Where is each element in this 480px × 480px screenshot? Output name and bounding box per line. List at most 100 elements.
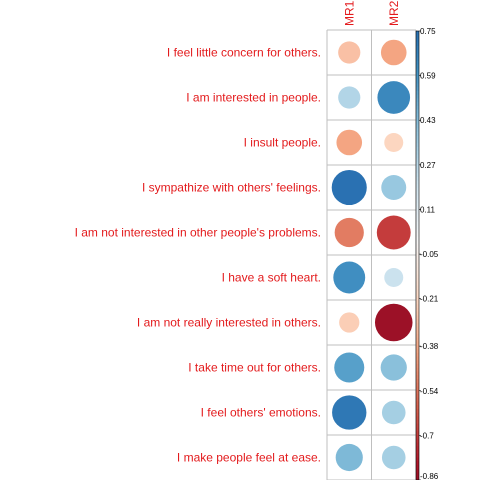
corr-circle-r7-c1 (339, 312, 360, 333)
colorbar-segment (416, 38, 419, 43)
colorbar-segment (416, 218, 419, 223)
colorbar-segment (416, 476, 419, 480)
colorbar-segment (416, 450, 419, 455)
colorbar-segment (416, 423, 419, 429)
colorbar-segment (416, 251, 419, 257)
colorbar-segment (416, 367, 419, 373)
colorbar-segment (416, 214, 419, 219)
colorbar-segment (416, 75, 419, 81)
colorbar-segment (416, 390, 419, 395)
colorbar-segment (416, 386, 419, 391)
column-label-mr1: MR1 (342, 0, 356, 26)
colorbar-segment (416, 266, 419, 272)
corr-circle-r10-c2 (381, 445, 406, 470)
colorbar-segment (416, 120, 419, 126)
row-label-2: I am interested in people. (186, 91, 321, 105)
row-label-6: I have a soft heart. (222, 271, 321, 285)
colorbar-segment (416, 296, 419, 301)
colorbar-segment (416, 420, 419, 425)
colorbar-segment (416, 72, 419, 77)
colorbar-segment (416, 210, 419, 215)
colorbar-segment (416, 79, 419, 84)
colorbar-segment (416, 195, 419, 200)
colorbar-segment (416, 311, 419, 316)
colorbar-tick-label: 0.43 (420, 116, 436, 125)
colorbar-segment (416, 371, 419, 376)
colorbar-tick-label: 0.11 (420, 205, 436, 214)
colorbar-tick-label: 0.59 (420, 72, 436, 81)
colorbar-segment (416, 60, 419, 66)
colorbar-tick-label: -0.86 (420, 472, 439, 480)
colorbar-segment (416, 244, 419, 249)
colorbar-segment (416, 83, 419, 88)
colorbar-frame (415, 30, 420, 480)
colorbar-segment (416, 453, 419, 459)
colorbar-segment (416, 416, 419, 421)
colorbar-segment (416, 307, 419, 313)
colorbar-segment (416, 45, 419, 51)
colorbar-segment (416, 446, 419, 451)
colorbar-segment (416, 64, 419, 70)
row-label-7: I am not really interested in others. (137, 316, 321, 330)
colorbar-segment (416, 49, 419, 55)
colorbar-segment (416, 161, 419, 167)
colorbar-segment (416, 221, 419, 227)
row-label-5: I am not interested in other people's pr… (75, 226, 321, 240)
corr-circle-r2-c2 (377, 81, 411, 114)
row-label-4: I sympathize with others' feelings. (142, 181, 321, 195)
corr-circle-r9-c2 (381, 400, 406, 425)
colorbar-segment (416, 132, 419, 137)
colorbar-segment (416, 135, 419, 141)
row-label-9: I feel others' emotions. (201, 406, 321, 420)
corr-circle-r5-c1 (334, 217, 364, 248)
corr-circle-r3-c1 (336, 129, 363, 156)
colorbar-tick-label: -0.05 (420, 250, 439, 259)
corr-circle-r10-c1 (335, 443, 363, 472)
colorbar-segment (416, 277, 419, 283)
row-label-10: I make people feel at ease. (177, 451, 321, 465)
colorbar-segment (416, 150, 419, 156)
colorbar-segment (416, 356, 419, 361)
colorbar-segment (416, 315, 419, 320)
colorbar-segment (416, 94, 419, 99)
colorbar-segment (416, 408, 419, 414)
colorbar-segment (416, 300, 419, 305)
colorbar-segment (416, 289, 419, 294)
colorbar-segment (416, 191, 419, 197)
colorbar-segment (416, 397, 419, 403)
colorbar-segment (416, 102, 419, 107)
colorbar-segment (416, 378, 419, 384)
colorbar-segment (416, 270, 419, 275)
corr-circle-r4-c2 (381, 175, 407, 200)
colorbar-segment (416, 427, 419, 432)
colorbar-segment (416, 240, 419, 245)
colorbar-segment (416, 292, 419, 298)
colorbar-segment (416, 326, 419, 331)
colorbar-segment (416, 457, 419, 462)
colorbar-segment (416, 349, 419, 354)
colorbar-segment (416, 143, 419, 148)
row-label-8: I take time out for others. (188, 361, 321, 375)
colorbar-segment (416, 360, 419, 365)
colorbar-segment (416, 139, 419, 144)
colorbar-segment (416, 259, 419, 264)
column-label-mr2: MR2 (387, 0, 401, 26)
corr-circle-r8-c2 (380, 354, 407, 381)
corr-circle-r9-c1 (332, 395, 367, 430)
colorbar-segment (416, 229, 419, 234)
colorbar-segment (416, 468, 419, 474)
colorbar-segment (416, 345, 419, 350)
colorbar-segment (416, 341, 419, 346)
colorbar-segment (416, 337, 419, 343)
colorbar-segment (416, 472, 419, 477)
colorbar-segment (416, 393, 419, 399)
colorbar-segment (416, 442, 419, 447)
colorbar-segment (416, 405, 419, 410)
corr-circle-r3-c2 (384, 133, 404, 152)
corr-circle-r1-c1 (338, 41, 361, 64)
colorbar-tick-label: -0.21 (420, 295, 439, 304)
corr-circle-r2-c1 (338, 86, 361, 109)
colorbar-segment (416, 330, 419, 335)
colorbar-segment (416, 401, 419, 406)
colorbar-segment (416, 435, 419, 440)
